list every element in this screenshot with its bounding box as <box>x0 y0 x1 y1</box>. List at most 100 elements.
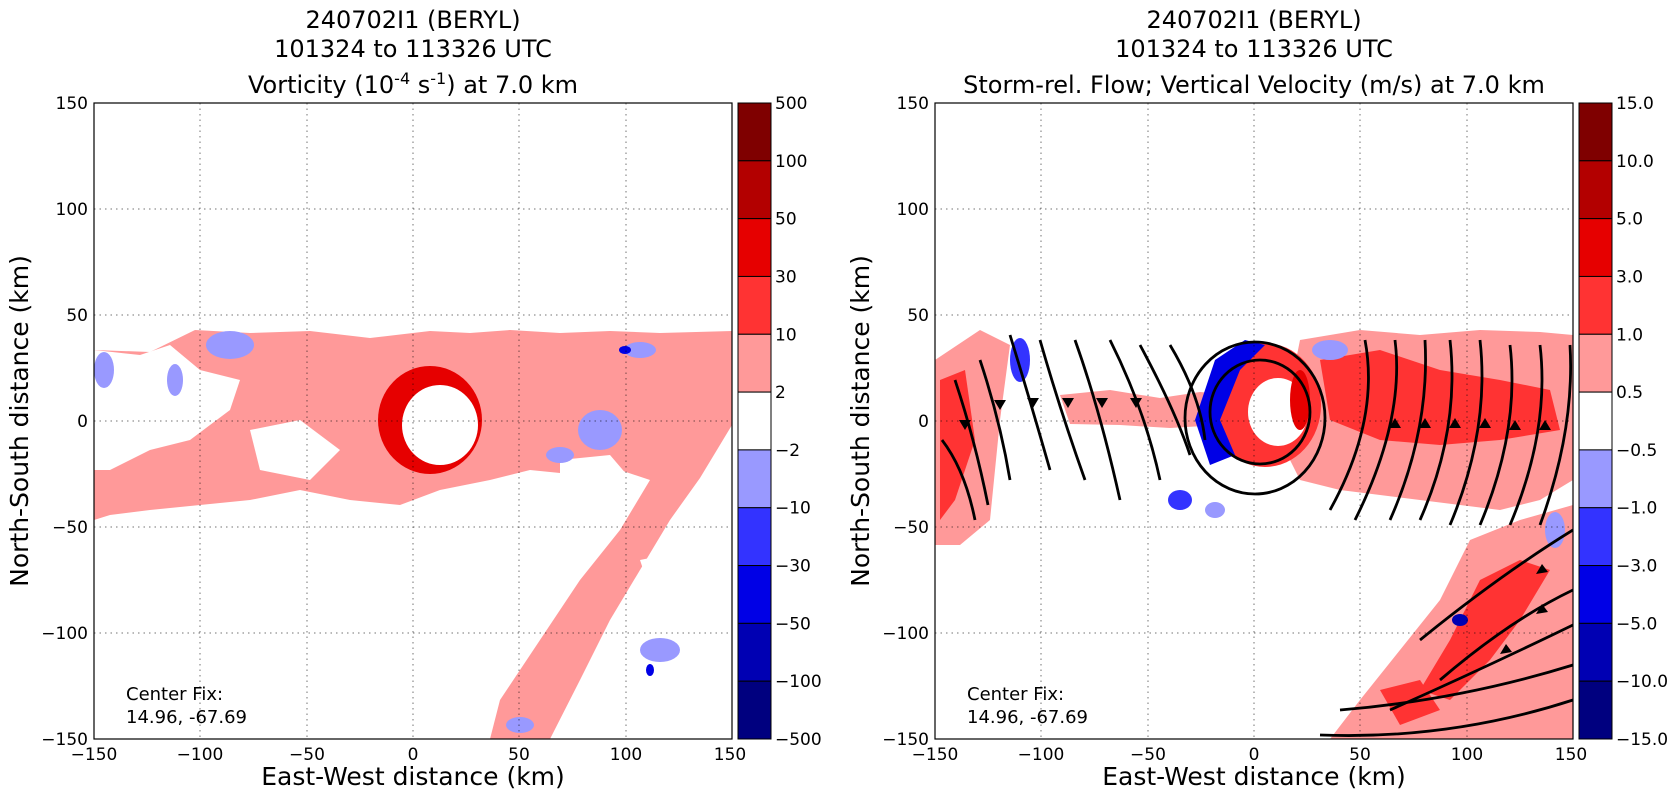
panel-title-line-1: 240702I1 (BERYL) <box>1146 6 1361 34</box>
colorbar-tick-label: −0.5 <box>1616 441 1657 461</box>
colorbar-segment <box>737 160 772 220</box>
plot-frame-left <box>93 102 733 740</box>
colorbar-right: 15.0 10.0 5.0 3.0 1.0 0.5 −0.5 −1.0 −3.0 −5.0 −10.… <box>1578 94 1668 750</box>
colorbar-tick-label: 10.0 <box>1616 152 1654 172</box>
y-axis-label-left: North-South distance (km) <box>5 255 34 587</box>
panel-title-line-2: 101324 to 113326 UTC <box>274 35 552 63</box>
colorbar-segment <box>737 333 772 393</box>
colorbar-segment <box>1578 218 1613 277</box>
plot-frame-right <box>934 102 1574 740</box>
y-ticks-left: 150 100 50 0 −50 −100 −150 <box>41 94 88 750</box>
colorbar-segment <box>737 275 772 335</box>
x-ticks-right: −150 −100 −50 0 50 100 150 <box>912 745 1588 765</box>
grid-left <box>94 103 732 739</box>
colorbar-tick-label: 500 <box>775 94 807 114</box>
colorbar-tick-label: 2 <box>775 383 786 403</box>
x-tick-label: −150 <box>71 745 118 765</box>
x-tick-label: 150 <box>714 745 746 765</box>
colorbar-segment <box>737 102 772 162</box>
colorbar-segment <box>1578 275 1613 335</box>
colorbar-tick-label: −10 <box>775 499 811 519</box>
colorbar-tick-label: −100 <box>775 672 822 692</box>
colorbar-segment <box>1578 622 1613 682</box>
center-fix-label: Center Fix: <box>126 684 223 705</box>
colorbar-segment <box>1578 449 1613 509</box>
y-tick-label: 0 <box>77 412 88 432</box>
x-tick-label: 0 <box>408 745 419 765</box>
panel-field-title: Storm-rel. Flow; Vertical Velocity (m/s)… <box>963 71 1545 99</box>
colorbar-tick-label: −2 <box>775 441 800 461</box>
x-tick-label: −100 <box>177 745 224 765</box>
y-tick-label: 150 <box>56 94 88 114</box>
colorbar-segment <box>1578 391 1613 451</box>
y-tick-label: 100 <box>56 200 88 220</box>
colorbar-segment <box>737 218 772 277</box>
colorbar-left: 500 100 50 30 10 2 −2 −10 −30 −50 −100 −500 <box>737 94 822 750</box>
colorbar-tick-label: 15.0 <box>1616 94 1654 114</box>
x-tick-label: 150 <box>1555 745 1587 765</box>
x-tick-label: −50 <box>289 745 325 765</box>
colorbar-tick-label: −5.0 <box>1616 614 1657 634</box>
colorbar-segment <box>1578 680 1613 740</box>
x-tick-label: 50 <box>1349 745 1371 765</box>
center-fix-value: 14.96, -67.69 <box>967 707 1088 728</box>
y-axis-label-right: North-South distance (km) <box>846 255 875 587</box>
y-tick-label: 0 <box>918 412 929 432</box>
vorticity-panel: 240702I1 (BERYL) 101324 to 113326 UTC Vo… <box>5 6 822 791</box>
y-tick-label: −100 <box>882 624 929 644</box>
y-tick-label: 50 <box>907 306 929 326</box>
x-tick-label: 100 <box>1451 745 1483 765</box>
colorbar-tick-label: 1.0 <box>1616 325 1643 345</box>
colorbar-tick-label: −3.0 <box>1616 557 1657 577</box>
colorbar-segment <box>737 565 772 624</box>
streamline-arrows <box>959 398 1551 654</box>
y-tick-label: −150 <box>41 730 88 750</box>
x-axis-label-left: East-West distance (km) <box>261 762 565 791</box>
vertical-velocity-field <box>935 330 1573 739</box>
center-fix-label: Center Fix: <box>967 684 1064 705</box>
colorbar-tick-label: 0.5 <box>1616 383 1643 403</box>
colorbar-segment <box>1578 102 1613 162</box>
y-tick-label: 50 <box>66 306 88 326</box>
colorbar-tick-label: 50 <box>775 210 797 230</box>
colorbar-tick-label: 100 <box>775 152 807 172</box>
colorbar-tick-label: −1.0 <box>1616 499 1657 519</box>
grid-right <box>935 103 1573 739</box>
y-tick-label: −50 <box>52 518 88 538</box>
colorbar-tick-label: −50 <box>775 614 811 634</box>
y-tick-label: −150 <box>882 730 929 750</box>
y-tick-label: 100 <box>897 200 929 220</box>
x-ticks-left: −150 −100 −50 0 50 100 150 <box>71 745 747 765</box>
center-fix-value: 14.96, -67.69 <box>126 707 247 728</box>
colorbar-segment <box>1578 565 1613 624</box>
x-tick-label: −100 <box>1018 745 1065 765</box>
colorbar-tick-label: 3.0 <box>1616 267 1643 287</box>
colorbar-segment <box>1578 507 1613 567</box>
y-tick-label: −100 <box>41 624 88 644</box>
colorbar-segment <box>737 622 772 682</box>
x-tick-label: 50 <box>508 745 530 765</box>
panel-title-line-1: 240702I1 (BERYL) <box>305 6 520 34</box>
panel-title-line-2: 101324 to 113326 UTC <box>1115 35 1393 63</box>
colorbar-segment <box>737 449 772 509</box>
colorbar-tick-label: −10.0 <box>1616 672 1668 692</box>
x-tick-label: 100 <box>610 745 642 765</box>
colorbar-segment <box>737 391 772 451</box>
x-tick-label: −50 <box>1130 745 1166 765</box>
colorbar-segment <box>737 507 772 567</box>
colorbar-tick-label: −30 <box>775 557 811 577</box>
y-ticks-right: 150 100 50 0 −50 −100 −150 <box>882 94 929 750</box>
colorbar-segment <box>737 680 772 740</box>
x-tick-label: −150 <box>912 745 959 765</box>
panel-field-title: Vorticity (10-4 s-1) at 7.0 km <box>248 69 578 99</box>
colorbar-tick-label: 10 <box>775 325 797 345</box>
colorbar-segment <box>1578 160 1613 220</box>
y-tick-label: 150 <box>897 94 929 114</box>
x-axis-label-right: East-West distance (km) <box>1102 762 1406 791</box>
x-tick-label: 0 <box>1249 745 1260 765</box>
colorbar-tick-label: −15.0 <box>1616 730 1668 750</box>
colorbar-segment <box>1578 333 1613 393</box>
colorbar-tick-label: 5.0 <box>1616 210 1643 230</box>
